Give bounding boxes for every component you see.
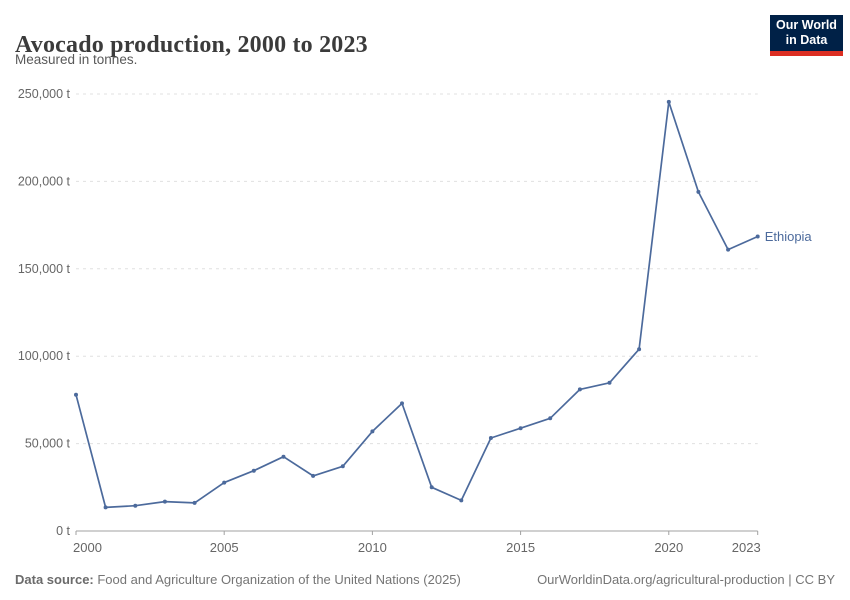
x-tick-label: 2005 [210, 540, 239, 555]
data-point[interactable] [192, 500, 197, 505]
x-tick-label: 2015 [506, 540, 535, 555]
data-point[interactable] [518, 426, 523, 431]
data-point[interactable] [726, 247, 731, 252]
footer-link[interactable]: OurWorldinData.org/agricultural-producti… [537, 572, 835, 587]
datasource: Data source: Food and Agriculture Organi… [15, 572, 461, 587]
x-tick-label: 2010 [358, 540, 387, 555]
y-tick-label: 100,000 t [18, 349, 71, 363]
data-point[interactable] [429, 485, 434, 490]
datasource-text: Food and Agriculture Organization of the… [93, 572, 461, 587]
data-point[interactable] [548, 416, 553, 421]
data-point[interactable] [607, 380, 612, 385]
data-point[interactable] [162, 499, 167, 504]
owid-logo[interactable]: Our World in Data [770, 15, 843, 56]
y-tick-label: 50,000 t [25, 437, 71, 451]
page-title: Avocado production, 2000 to 2023 [15, 32, 368, 59]
data-point[interactable] [251, 468, 256, 473]
data-point[interactable] [666, 99, 671, 104]
datasource-label: Data source: [15, 572, 94, 587]
page-subtitle: Measured in tonnes. [15, 52, 138, 67]
data-point[interactable] [488, 436, 493, 440]
footer: Data source: Food and Agriculture Organi… [0, 572, 850, 587]
y-tick-label: 250,000 t [18, 87, 71, 101]
x-tick-label: 2020 [654, 540, 683, 555]
data-point[interactable] [311, 473, 316, 478]
data-point[interactable] [281, 454, 286, 459]
data-point[interactable] [340, 464, 345, 469]
data-point[interactable] [133, 503, 138, 508]
entity-label[interactable]: Ethiopia [765, 229, 813, 244]
x-tick-label: 2023 [732, 540, 761, 555]
logo-line-1: Our World [776, 18, 837, 32]
y-tick-label: 150,000 t [18, 262, 71, 276]
x-tick-label: 2000 [73, 540, 102, 555]
data-point[interactable] [74, 392, 78, 397]
data-point[interactable] [696, 189, 701, 194]
series-line[interactable] [75, 101, 759, 509]
data-point[interactable] [755, 234, 760, 239]
logo-line-2: in Data [785, 33, 828, 47]
y-tick-label: 200,000 t [18, 174, 71, 188]
data-point[interactable] [577, 387, 582, 392]
data-point[interactable] [400, 401, 404, 406]
data-point[interactable] [222, 480, 227, 485]
y-tick-label: 0 t [56, 524, 70, 538]
data-point[interactable] [103, 505, 108, 510]
data-point[interactable] [459, 498, 464, 503]
data-point[interactable] [637, 347, 642, 352]
data-point[interactable] [370, 429, 375, 434]
